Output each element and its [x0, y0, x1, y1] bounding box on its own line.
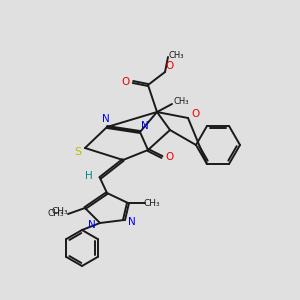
Text: O: O [165, 152, 173, 162]
Text: CH₃: CH₃ [168, 50, 184, 59]
Text: CH₃: CH₃ [52, 208, 68, 217]
Text: CH₃: CH₃ [173, 98, 189, 106]
Text: S: S [74, 147, 82, 157]
Text: O: O [191, 109, 199, 119]
Text: N: N [88, 220, 96, 230]
Text: O: O [166, 61, 174, 71]
Text: H: H [85, 171, 93, 181]
Text: CH₃: CH₃ [48, 209, 64, 218]
Text: CH₃: CH₃ [144, 199, 160, 208]
Text: N: N [102, 114, 110, 124]
Text: O: O [122, 77, 130, 87]
Text: N: N [128, 217, 136, 227]
Text: N: N [141, 121, 149, 131]
